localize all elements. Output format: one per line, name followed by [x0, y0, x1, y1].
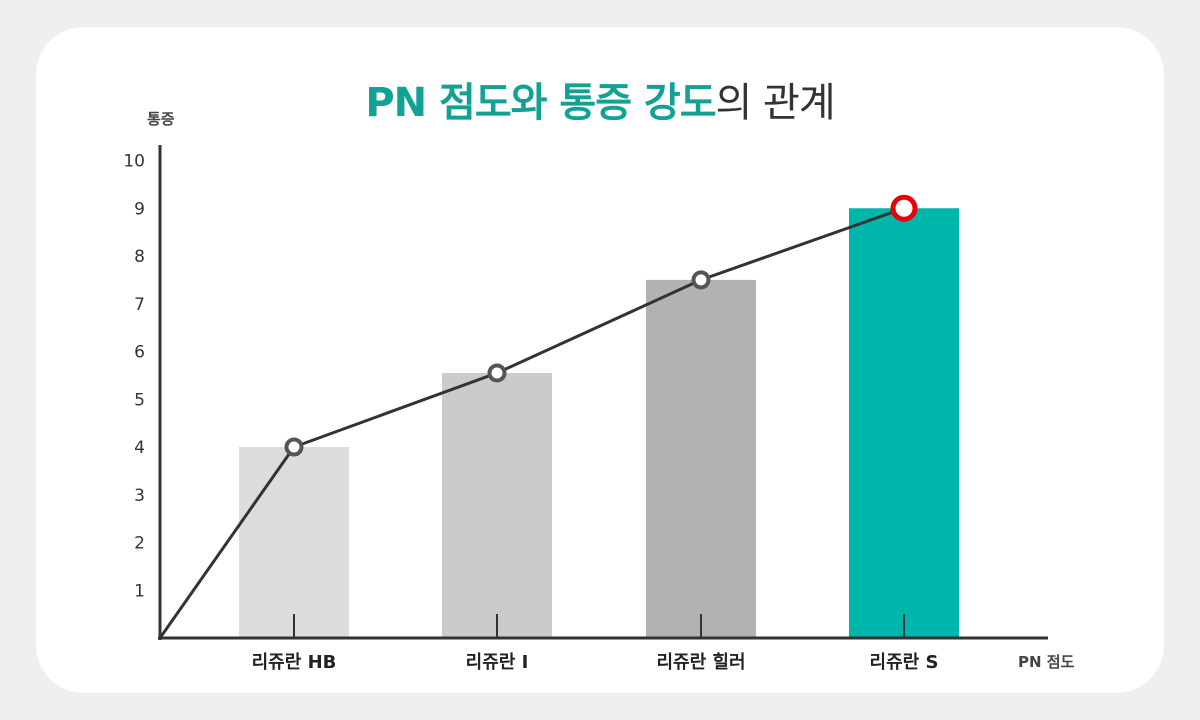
y-tick-label-4: 4 — [134, 438, 145, 458]
bar-group — [239, 208, 959, 638]
y-tick-label-8: 8 — [134, 247, 145, 267]
title-part-relation: 의 관계 — [715, 80, 836, 126]
y-tick-label-7: 7 — [134, 295, 145, 315]
title-part-viscosity: PN 점도와 — [365, 80, 547, 126]
bar-1 — [239, 447, 349, 638]
y-tick-group: 1 2 3 4 5 6 7 8 9 10 — [123, 152, 145, 602]
y-tick-label-3: 3 — [134, 486, 145, 506]
axes — [158, 145, 1048, 640]
bar-2 — [442, 372, 552, 638]
chart-title: PN 점도와 통증 강도의 관계 — [0, 70, 1200, 128]
y-tick-label-6: 6 — [134, 343, 145, 363]
y-tick-label-2: 2 — [134, 534, 145, 554]
y-axis-title: 통증 — [147, 110, 175, 128]
highlight-marker — [890, 194, 918, 222]
bar-3 — [646, 279, 756, 638]
x-axis-title: PN 점도 — [1018, 653, 1075, 671]
y-tick-label-1: 1 — [134, 581, 145, 601]
line-marker-1 — [284, 437, 304, 457]
title-part-pain: 통증 강도 — [559, 80, 716, 126]
x-tick-group: 리쥬란 HB 리쥬란 I 리쥬란 힐러 리쥬란 S — [252, 614, 939, 673]
bar-4 — [849, 208, 959, 638]
line-marker-2 — [487, 363, 507, 383]
x-tick-label-2: 리쥬란 I — [466, 652, 529, 673]
chart-card — [36, 27, 1164, 693]
y-tick-label-10: 10 — [123, 152, 145, 172]
x-tick-label-4: 리쥬란 S — [870, 652, 939, 673]
y-tick-label-5: 5 — [134, 390, 145, 410]
line-marker-3 — [691, 270, 711, 290]
y-tick-label-9: 9 — [134, 199, 145, 219]
line-series — [158, 194, 918, 639]
x-tick-label-1: 리쥬란 HB — [252, 652, 337, 673]
x-tick-label-3: 리쥬란 힐러 — [656, 651, 745, 673]
